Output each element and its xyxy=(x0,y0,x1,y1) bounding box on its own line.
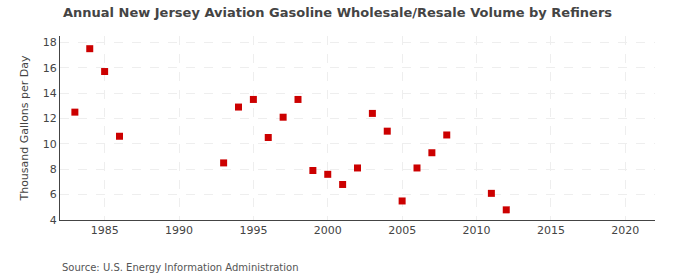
svg-text:1995: 1995 xyxy=(239,224,267,237)
svg-text:1985: 1985 xyxy=(91,224,119,237)
svg-text:2010: 2010 xyxy=(463,224,491,237)
svg-text:Thousand Gallons per Day: Thousand Gallons per Day xyxy=(18,55,31,202)
svg-text:8: 8 xyxy=(50,163,57,176)
svg-text:16: 16 xyxy=(43,62,57,75)
svg-text:Source: U.S. Energy Informatio: Source: U.S. Energy Information Administ… xyxy=(62,262,299,273)
svg-text:12: 12 xyxy=(43,112,57,125)
svg-text:2005: 2005 xyxy=(388,224,416,237)
svg-text:10: 10 xyxy=(43,138,57,151)
svg-text:Annual New Jersey Aviation Gas: Annual New Jersey Aviation Gasoline Whol… xyxy=(63,5,612,20)
svg-text:2000: 2000 xyxy=(314,224,342,237)
svg-text:2020: 2020 xyxy=(611,224,639,237)
svg-text:4: 4 xyxy=(50,214,57,227)
svg-text:2015: 2015 xyxy=(537,224,565,237)
svg-text:6: 6 xyxy=(50,188,57,201)
svg-text:18: 18 xyxy=(43,36,57,49)
svg-text:1990: 1990 xyxy=(165,224,193,237)
svg-text:14: 14 xyxy=(43,87,57,100)
